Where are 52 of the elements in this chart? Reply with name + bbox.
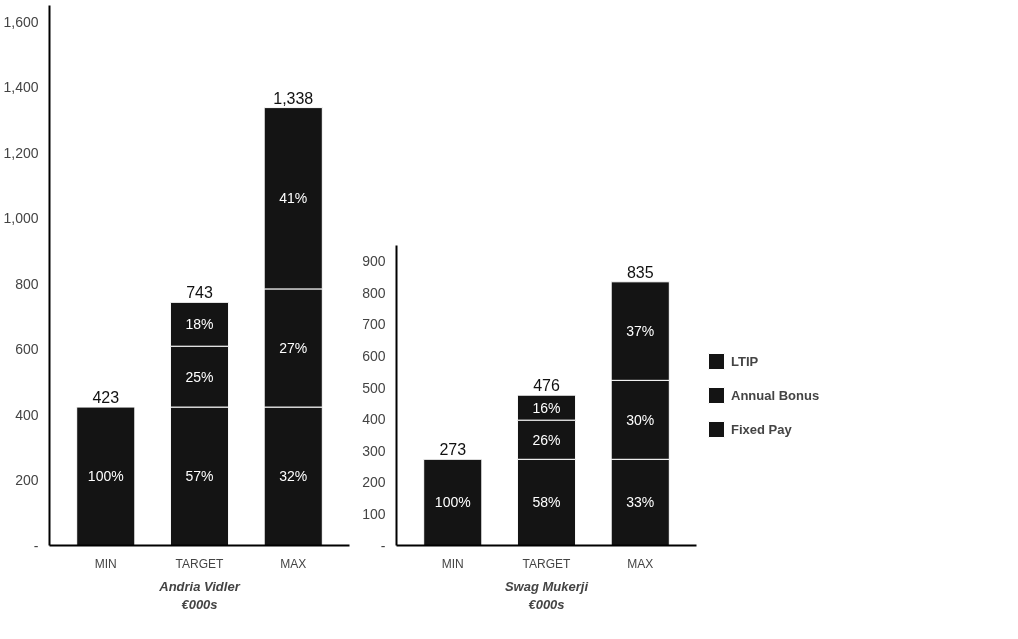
total-label: 476: [533, 377, 560, 395]
annotation: 37%: [626, 323, 655, 340]
total-label: 1,338: [273, 89, 314, 107]
y-tick-label: 900: [362, 253, 386, 270]
x-tick-label: MIN: [441, 556, 464, 571]
y-tick-label: 300: [362, 442, 386, 459]
annotation: 26%: [532, 431, 561, 448]
x-tick-label: MIN: [94, 556, 117, 571]
total-label: 423: [92, 389, 120, 407]
x-axis-title: Swag Mukerji €000s: [504, 578, 589, 612]
legend-label: Annual Bonus: [731, 387, 820, 403]
annotation: 58%: [532, 494, 561, 511]
annotation: 25%: [185, 368, 214, 385]
y-tick-label: -: [33, 537, 39, 554]
annotation: 27%: [279, 339, 308, 356]
annotation: 100%: [87, 468, 124, 485]
annotation: 18%: [185, 316, 214, 333]
x-tick-label: MAX: [627, 556, 654, 571]
total-label: 743: [186, 284, 213, 302]
y-tick-label: -: [380, 537, 386, 554]
x-tick-label: MAX: [280, 556, 307, 571]
x-tick-label: TARGET: [522, 556, 572, 571]
annotation: 41%: [279, 190, 308, 207]
y-tick-label: 800: [15, 275, 39, 292]
y-tick-label: 100: [362, 505, 386, 522]
bar: [76, 406, 136, 546]
bar: [423, 458, 483, 546]
total-label: 835: [626, 263, 654, 281]
y-tick-label: 500: [362, 379, 386, 396]
y-tick-label: 200: [15, 472, 39, 489]
y-tick-label: 400: [362, 411, 386, 428]
annotation: 57%: [185, 468, 214, 485]
y-tick-label: 600: [362, 348, 386, 365]
y-tick-label: 400: [15, 406, 39, 423]
y-tick-label: 700: [362, 316, 386, 333]
y-tick-label: 800: [362, 284, 386, 301]
annotation: 16%: [532, 399, 561, 416]
x-axis-title: Andria Vidler €000s: [158, 578, 241, 612]
annotation: 32%: [279, 468, 308, 485]
y-tick-label: 1,400: [3, 79, 39, 96]
legend-label: LTIP: [731, 353, 759, 369]
x-tick-label: TARGET: [175, 556, 225, 571]
annotation: 30%: [626, 411, 655, 428]
y-tick-label: 1,200: [3, 144, 39, 161]
annotation: 33%: [626, 494, 655, 511]
legend-label: Fixed Pay: [731, 421, 792, 437]
y-tick-label: 1,000: [3, 210, 39, 227]
y-tick-label: 200: [362, 474, 386, 491]
annotation: 100%: [434, 494, 471, 511]
y-tick-label: 1,600: [3, 13, 39, 30]
total-label: 273: [439, 441, 467, 459]
y-tick-label: 600: [15, 341, 39, 358]
